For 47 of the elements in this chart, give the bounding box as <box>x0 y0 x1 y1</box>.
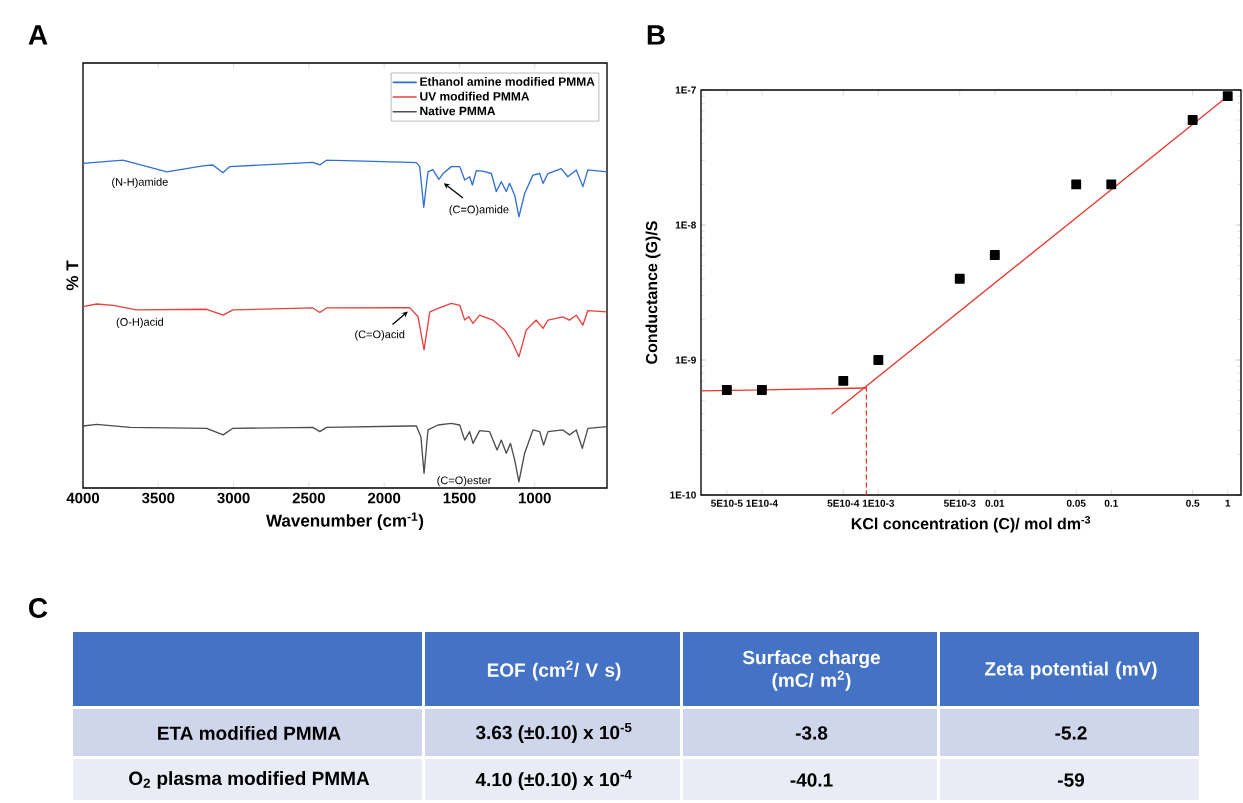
text: 3.63 (±0.10) x 10$^{-5}$ <box>475 722 632 744</box>
x-axis-title: Wavenumber (cm$^{-1}$) <box>266 512 424 531</box>
category-label: O$_{2}$ plasma modified PMMA <box>129 771 370 789</box>
text: -40.1 <box>790 773 833 787</box>
x-tick-label: 0.5 <box>1186 499 1200 507</box>
annotation: (C=O)amide <box>449 205 509 216</box>
y-axis-title: % T <box>66 260 79 291</box>
x-tick-label: 3500 <box>141 492 175 504</box>
x-tick-label: 2500 <box>292 492 325 504</box>
text: -5.2 <box>1055 726 1087 740</box>
text: 4.10 (±0.10) x 10$^{-4}$ <box>475 769 632 791</box>
x-axis-title: KCl concentration (C)/ mol dm$^{-3}$ <box>851 515 1091 533</box>
x-tick-label: 3000 <box>217 492 250 504</box>
x-tick-label: 2000 <box>367 492 401 504</box>
y-tick-label: 1E-9 <box>675 356 696 364</box>
category-label: EOF (cm$^{2}$/ V s) <box>487 660 621 681</box>
text: C <box>29 598 48 618</box>
x-tick-label: 0.05 <box>1066 499 1086 507</box>
legend-label: UV modified PMMA <box>420 91 530 101</box>
x-tick-label: 0.1 <box>1104 499 1118 507</box>
x-tick-label: 1500 <box>443 492 476 504</box>
x-tick-label: 5E10-3 <box>943 499 976 507</box>
y-tick-label: 1E-8 <box>675 221 696 229</box>
category-label: ETA modified PMMA <box>158 726 341 740</box>
annotation: (N-H)amide <box>112 177 168 188</box>
x-tick-label: 0.01 <box>985 499 1005 507</box>
category-label: Surface charge (mC/ m$^{2}$) <box>742 650 880 691</box>
annotation: (C=O)acid <box>355 330 405 341</box>
x-tick-label: 1E10-4 <box>746 499 778 507</box>
y-tick-label: 1E-7 <box>675 86 696 94</box>
x-tick-label: 1 <box>1225 499 1231 507</box>
x-tick-label: 4000 <box>66 492 100 504</box>
category-label: Zeta potential (mV) <box>985 661 1157 680</box>
y-axis-title: Conductance (G)/S <box>645 221 661 364</box>
y-tick-label: 1E-10 <box>670 491 696 499</box>
annotation: (C=O)ester <box>437 476 492 487</box>
chart-title: B <box>647 25 665 45</box>
text: -59 <box>1058 773 1085 787</box>
x-tick-label: 5E10-4 <box>827 499 860 507</box>
annotation: (O-H)acid <box>116 317 163 329</box>
x-tick-label: 5E10-5 <box>711 499 743 507</box>
x-tick-label: 1000 <box>518 492 551 504</box>
text: -3.8 <box>795 726 828 740</box>
x-tick-label: 1E10-3 <box>862 499 895 507</box>
legend-label: Native PMMA <box>420 106 496 116</box>
legend-label: Ethanol amine modified PMMA <box>420 77 595 86</box>
chart-title: A <box>28 25 48 45</box>
